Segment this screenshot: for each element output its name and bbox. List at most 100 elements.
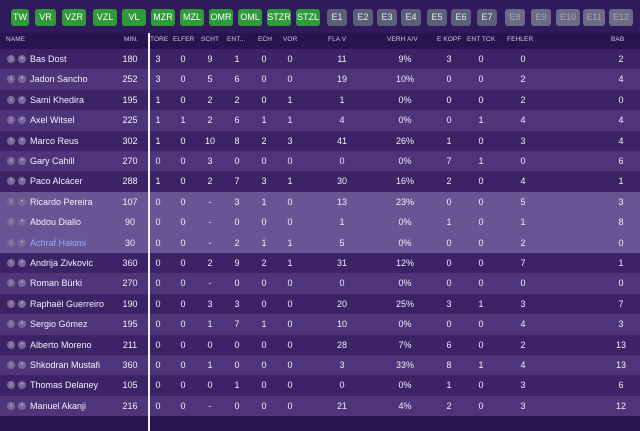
col-ent-tck[interactable]: ENT TCK [467,36,496,43]
info-icon[interactable]: i [7,116,15,125]
player-name[interactable]: Achraf Hakimi [30,237,87,248]
info-icon[interactable]: i [7,218,15,227]
cell-vor: 1 [287,176,293,187]
table-row[interactable]: i • Manuel Akanji 216 0 0 - 0 0 0 21 4% 2 0 3 12 [0,395,640,417]
filter-button-stzr[interactable]: STZR [267,9,291,26]
info-icon[interactable]: i [7,299,15,308]
table-row[interactable]: i • Gary Cahill 270 0 0 3 0 0 0 0 0% 7 1 0 6 [0,151,640,172]
col-tore[interactable]: TORE [150,36,169,43]
table-row[interactable]: i • Sami Khedira 195 1 0 2 2 0 1 1 0% 0 0 2 0 [0,89,640,111]
table-row[interactable]: i • Abdou Diallo 90 0 0 - 0 0 0 1 0% 1 0 1 8 [0,212,640,233]
table-row[interactable]: i • Axel Witsel 225 1 1 2 6 1 1 4 0% 0 1 4 4 [0,110,640,131]
info-icon[interactable]: i [7,75,15,84]
filter-button-omr[interactable]: OMR [209,9,233,26]
status-icon: • [18,279,26,288]
filter-button-e12[interactable]: E12 [609,9,633,26]
player-name[interactable]: Thomas Delaney [30,380,99,391]
filter-button-e11[interactable]: E11 [583,9,605,26]
filter-button-oml[interactable]: OML [238,9,262,26]
player-name[interactable]: Paco Alcácer [30,176,83,187]
player-name[interactable]: Axel Witsel [30,115,75,126]
info-icon[interactable]: i [7,279,15,288]
filter-button-e2[interactable]: E2 [353,9,373,26]
table-row[interactable]: i • Marco Reus 302 1 0 10 8 2 3 41 26% 1 0 3 4 [0,130,640,151]
player-name[interactable]: Jadon Sancho [30,74,88,85]
filter-button-vzl[interactable]: VZL [93,9,117,26]
player-name[interactable]: Gary Cahill [30,156,75,166]
filter-button-e5[interactable]: E5 [427,9,447,26]
table-row[interactable]: i • Raphaël Guerreiro 190 0 0 3 3 0 0 20 25% 3 1 3 7 [0,293,640,315]
info-icon[interactable]: i [7,401,15,410]
col-name[interactable]: NAME [6,36,26,43]
col-e-kopf[interactable]: E KOPF [437,36,462,43]
player-name[interactable]: Andrija Zivkovic [30,258,94,268]
info-icon[interactable]: i [7,197,15,206]
info-icon[interactable]: i [7,55,15,63]
filter-button-stzl[interactable]: STZL [296,9,320,26]
filter-button-vr[interactable]: VR [35,9,56,26]
cell-flav: 13 [336,196,347,207]
info-icon[interactable]: i [7,157,15,165]
table-row[interactable]: i • Paco Alcácer 288 1 0 2 7 3 1 30 16% 2 0 4 1 [0,171,640,192]
table-row[interactable]: i • Alberto Moreno 211 0 0 0 0 0 0 28 7% 6 0 2 13 [0,334,640,355]
col-ent[interactable]: ENT... [227,36,246,43]
player-name[interactable]: Manuel Akanji [30,400,87,411]
player-name[interactable]: Abdou Diallo [30,217,82,228]
filter-button-e6[interactable]: E6 [451,9,471,26]
table-row[interactable]: i • Bas Dost 180 3 0 9 1 0 0 11 9% 3 0 0 2 [0,49,640,70]
filter-button-e9[interactable]: E9 [531,9,551,26]
table-row[interactable]: i • Roman Bürki 270 0 0 - 0 0 0 0 0% 0 0 0 0 [0,273,640,294]
table-row[interactable]: i • Jadon Sancho 252 3 0 5 6 0 0 19 10% 0 0 2 4 [0,69,640,90]
filter-button-e7[interactable]: E7 [477,9,497,26]
filter-button-tw[interactable]: TW [11,9,29,26]
info-icon[interactable]: i [7,177,15,186]
player-name[interactable]: Marco Reus [30,135,79,146]
filter-button-e4[interactable]: E4 [401,9,421,26]
cell-enttck: 0 [478,380,484,391]
col-ech[interactable]: ECH [258,36,273,43]
player-name[interactable]: Alberto Moreno [30,339,92,350]
player-name[interactable]: Raphaël Guerreiro [30,298,105,309]
col-scht[interactable]: SCHT [201,36,220,43]
info-icon[interactable]: i [7,361,15,369]
table-row[interactable]: i • Andrija Zivkovic 360 0 0 2 9 2 1 31 12% 0 0 7 1 [0,253,640,274]
player-name[interactable]: Ricardo Pereira [30,196,93,207]
cell-tore: 0 [155,380,161,391]
col-verh-av[interactable]: VERH A/V [387,36,418,43]
info-icon[interactable]: i [7,238,15,247]
filter-button-vl[interactable]: VL [122,9,146,26]
filter-button-e8[interactable]: E8 [505,9,525,26]
filter-button-vzr[interactable]: VZR [62,9,86,26]
table-row[interactable]: i • Achraf Hakimi 30 0 0 - 2 1 1 5 0% 0 0 2 0 [0,232,640,253]
filter-button-mzl[interactable]: MZL [180,9,204,26]
player-name[interactable]: Bas Dost [30,54,67,64]
col-min[interactable]: MIN. [124,36,139,43]
table-row[interactable]: i • Ricardo Pereira 107 0 0 - 3 1 0 13 23% 0 0 5 3 [0,191,640,213]
player-name[interactable]: Sergio Gómez [30,319,88,330]
col-fla-v[interactable]: FLA V [328,36,347,43]
info-icon[interactable]: i [7,95,15,104]
cell-scht: - [208,196,212,207]
filter-button-e10[interactable]: E10 [556,9,580,26]
col-fehler[interactable]: FEHLER [507,36,534,43]
col-elfer[interactable]: ELFER [173,36,195,43]
player-name[interactable]: Sami Khedira [30,94,85,105]
filter-button-mzr[interactable]: MZR [151,9,175,26]
col-bab[interactable]: BAB [611,36,625,43]
info-icon[interactable]: i [7,320,15,329]
table-row[interactable]: i • Sergio Gómez 195 0 0 1 7 1 0 10 0% 0 0 4 3 [0,314,640,335]
info-icon[interactable]: i [7,136,15,145]
table-row[interactable]: i • Thomas Delaney 105 0 0 0 1 0 0 0 0% 1 0 3 6 [0,375,640,396]
table-row[interactable]: i • Shkodran Mustafi 360 0 0 1 0 0 0 3 33% 8 1 4 13 [0,355,640,376]
col-vor[interactable]: VOR [283,36,298,43]
cell-ekopf: 8 [446,360,452,370]
filter-button-e1[interactable]: E1 [327,9,347,26]
player-name[interactable]: Roman Bürki [30,278,83,289]
filter-button-e3[interactable]: E3 [377,9,397,26]
cell-tore: 0 [155,339,161,350]
info-icon[interactable]: i [7,259,15,267]
info-icon[interactable]: i [7,340,15,349]
cell-fehler: 2 [520,74,526,85]
info-icon[interactable]: i [7,381,15,390]
player-name[interactable]: Shkodran Mustafi [30,360,101,370]
